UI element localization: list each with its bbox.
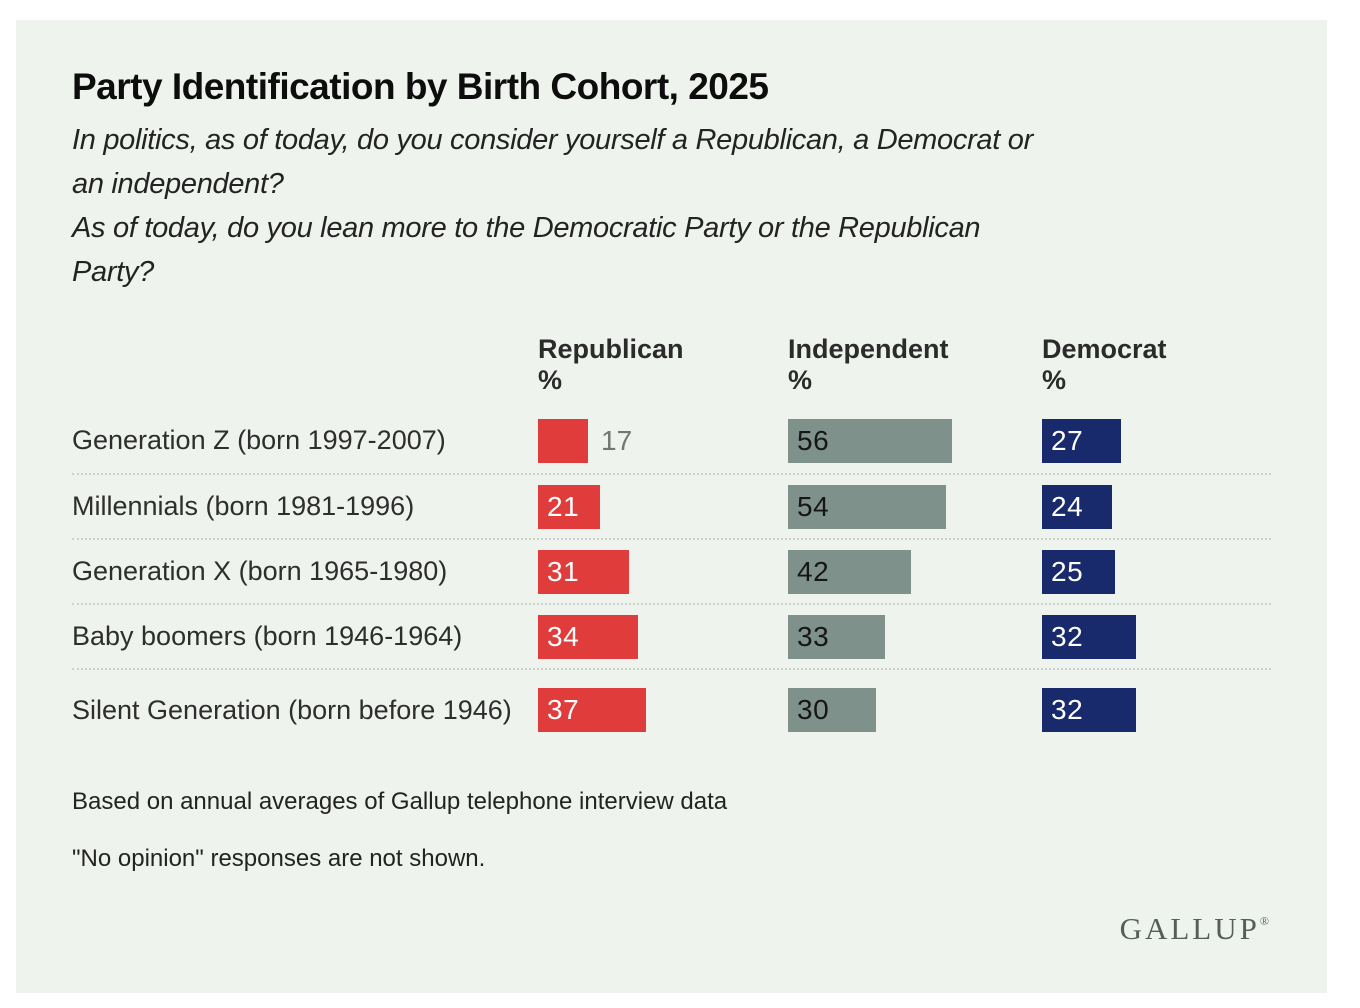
cohort-row: Millennials (born 1981-1996) 21 54 24 <box>72 473 1271 538</box>
independent-bar-cell: 42 <box>788 549 1042 594</box>
column-header-democrat: Democrat % <box>1042 334 1272 396</box>
footnote-source: Based on annual averages of Gallup telep… <box>72 788 728 815</box>
democrat-bar: 27 <box>1042 418 1121 463</box>
democrat-bar: 24 <box>1042 484 1112 529</box>
independent-bar: 56 <box>788 418 952 463</box>
republican-bar-cell: 37 <box>538 688 788 732</box>
bar-value-label: 31 <box>547 555 580 587</box>
independent-bar-cell: 33 <box>788 614 1042 659</box>
republican-bar-cell: 17 <box>538 418 788 463</box>
republican-bar: 34 <box>538 614 638 659</box>
bar-value-label: 32 <box>1051 694 1084 725</box>
democrat-bar-cell: 27 <box>1042 418 1272 463</box>
republican-bar-cell: 31 <box>538 549 788 594</box>
bar-value-label: 25 <box>1051 555 1084 587</box>
cohort-row: Generation Z (born 1997-2007) 17 56 27 <box>72 408 1271 473</box>
republican-bar: 37 <box>538 688 646 732</box>
bar-value-label: 27 <box>1051 424 1084 456</box>
party-id-chart: Republican % Independent % Democrat % Ge… <box>72 334 1271 750</box>
republican-bar-cell: 34 <box>538 614 788 659</box>
chart-card: Party Identification by Birth Cohort, 20… <box>16 20 1327 993</box>
cohort-label: Baby boomers (born 1946-1964) <box>72 621 463 651</box>
percent-sign: % <box>538 365 563 395</box>
footnote-no-opinion: "No opinion" responses are not shown. <box>72 845 486 872</box>
percent-sign: % <box>1042 365 1067 395</box>
gallup-logo-text: GALLUP <box>1119 911 1260 946</box>
cohort-label: Generation Z (born 1997-2007) <box>72 425 446 455</box>
republican-bar-cell: 21 <box>538 484 788 529</box>
independent-bar: 42 <box>788 549 911 594</box>
cohort-row: Silent Generation (born before 1946) 37 30… <box>72 668 1271 750</box>
independent-bar: 30 <box>788 688 876 732</box>
bar-value-label: 56 <box>797 424 830 456</box>
cohort-label: Silent Generation (born before 1946) <box>72 694 512 725</box>
bar-value-label: 33 <box>797 620 830 652</box>
democrat-bar-cell: 32 <box>1042 614 1272 659</box>
republican-bar: 21 <box>538 484 600 529</box>
democrat-bar: 25 <box>1042 549 1115 594</box>
bar-value-label: 37 <box>547 694 580 725</box>
bar-value-label: 34 <box>547 620 580 652</box>
survey-question-1: In politics, as of today, do you conside… <box>72 124 1033 200</box>
republican-bar <box>538 418 588 463</box>
independent-bar: 33 <box>788 614 885 659</box>
republican-bar: 31 <box>538 549 629 594</box>
registered-trademark-icon: ® <box>1259 914 1269 928</box>
bar-value-label: 54 <box>797 490 830 522</box>
democrat-bar: 32 <box>1042 614 1136 659</box>
democrat-bar: 32 <box>1042 688 1136 732</box>
column-header-independent: Independent % <box>788 334 1042 396</box>
survey-question-2: As of today, do you lean more to the Dem… <box>72 212 981 288</box>
cohort-row: Generation X (born 1965-1980) 31 42 25 <box>72 538 1271 603</box>
bar-value-label: 17 <box>601 424 633 456</box>
bar-value-label: 42 <box>797 555 830 587</box>
column-header-row: Republican % Independent % Democrat % <box>72 334 1271 396</box>
percent-sign: % <box>788 365 813 395</box>
democrat-bar-cell: 24 <box>1042 484 1272 529</box>
chart-title: Party Identification by Birth Cohort, 20… <box>72 66 769 107</box>
independent-bar-cell: 30 <box>788 688 1042 732</box>
chart-rows: Generation Z (born 1997-2007) 17 56 27 Mille… <box>72 408 1271 750</box>
bar-value-label: 21 <box>547 490 580 522</box>
independent-bar-cell: 54 <box>788 484 1042 529</box>
cohort-label: Generation X (born 1965-1980) <box>72 556 448 586</box>
independent-bar-cell: 56 <box>788 418 1042 463</box>
cohort-label: Millennials (born 1981-1996) <box>72 491 415 521</box>
column-header-republican: Republican % <box>538 334 788 396</box>
cohort-row: Baby boomers (born 1946-1964) 34 33 32 <box>72 603 1271 668</box>
democrat-bar-cell: 25 <box>1042 549 1272 594</box>
bar-value-label: 30 <box>797 694 830 725</box>
bar-value-label: 32 <box>1051 620 1084 652</box>
gallup-logo: GALLUP® <box>1120 911 1269 947</box>
democrat-bar-cell: 32 <box>1042 688 1272 732</box>
independent-bar: 54 <box>788 484 946 529</box>
bar-value-label: 24 <box>1051 490 1084 522</box>
